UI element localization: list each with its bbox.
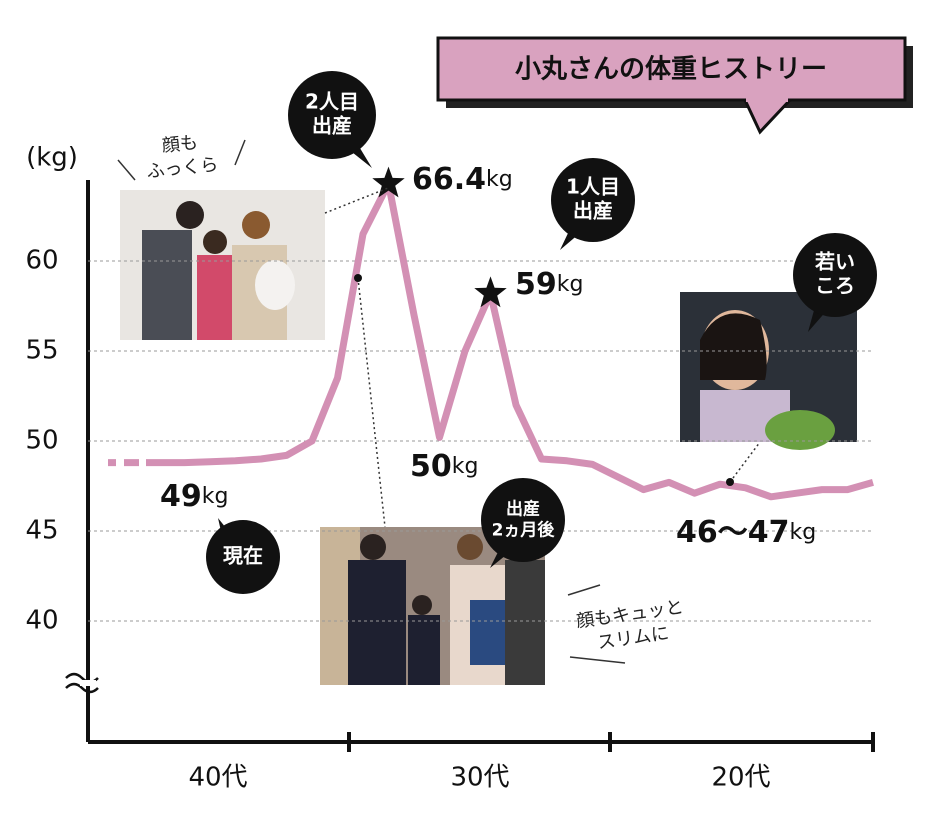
value-annotation: 49kg xyxy=(160,479,228,514)
connector-dot xyxy=(354,274,362,282)
connector xyxy=(729,441,761,483)
x-group-label: 20代 xyxy=(711,763,770,793)
x-group-label: 40代 xyxy=(188,763,247,793)
photo-young xyxy=(680,292,857,450)
value-annotation: 46〜47kg xyxy=(676,515,816,550)
connector xyxy=(357,277,386,528)
annotation-value: 66.4 xyxy=(412,162,486,197)
annotation-unit: kg xyxy=(202,484,229,509)
bubble xyxy=(551,158,635,242)
bubble-text: ころ xyxy=(815,274,855,298)
bubble xyxy=(793,233,877,317)
caption: 顔もキュッと xyxy=(575,597,685,633)
photo-family xyxy=(120,190,325,340)
caption: 顔も xyxy=(161,132,199,157)
connector xyxy=(324,187,389,214)
y-tick-label: 40 xyxy=(25,606,58,636)
dash-gap xyxy=(139,456,146,469)
x-group-label: 30代 xyxy=(450,763,509,793)
caption-stroke xyxy=(117,159,136,181)
y-axis-label: (kg) xyxy=(26,143,78,173)
y-tick-label: 55 xyxy=(25,336,58,366)
bubble-text: 1人目 xyxy=(566,175,620,199)
bubble-text: 若い xyxy=(814,250,855,274)
peak-star xyxy=(372,166,405,198)
title-tail-cover xyxy=(746,96,788,102)
y-tick-label: 45 xyxy=(25,516,58,546)
value-annotation: 59kg xyxy=(515,267,583,302)
caption-stroke xyxy=(569,656,626,664)
annotation-value: 46〜47 xyxy=(676,515,790,550)
annotation-unit: kg xyxy=(486,167,513,192)
axis-break-gap xyxy=(80,680,96,686)
value-annotation: 50kg xyxy=(410,449,478,484)
caption: ふっくら xyxy=(146,154,220,182)
caption-stroke xyxy=(234,139,246,166)
y-tick-label: 50 xyxy=(25,426,58,456)
bubble xyxy=(288,71,376,159)
annotation-value: 50 xyxy=(410,449,452,484)
bubble xyxy=(481,478,565,562)
annotation-unit: kg xyxy=(790,520,817,545)
annotation-unit: kg xyxy=(452,454,479,479)
annotation-value: 49 xyxy=(160,479,202,514)
value-annotation: 66.4kg xyxy=(412,162,513,197)
peak-star xyxy=(474,276,507,308)
bubble-text: 出産 xyxy=(573,199,613,223)
bubble-text: 2ヵ月後 xyxy=(492,520,556,541)
bubble-text: 現在 xyxy=(223,544,263,568)
connector-dot xyxy=(726,478,734,486)
chart-title: 小丸さんの体重ヒストリー xyxy=(515,55,827,85)
y-tick-label: 60 xyxy=(25,246,58,276)
annotation-unit: kg xyxy=(557,272,584,297)
title-tail xyxy=(742,98,794,135)
bubble-text: 2人目 xyxy=(305,90,359,114)
caption-stroke xyxy=(567,584,601,596)
dash-gap xyxy=(116,456,124,469)
bubble-text: 出産 xyxy=(506,499,540,520)
title-box xyxy=(436,36,907,102)
annotation-value: 59 xyxy=(515,267,557,302)
bubble-text: 出産 xyxy=(312,114,352,138)
photo-ceremony xyxy=(320,527,545,685)
bubble xyxy=(206,520,280,594)
